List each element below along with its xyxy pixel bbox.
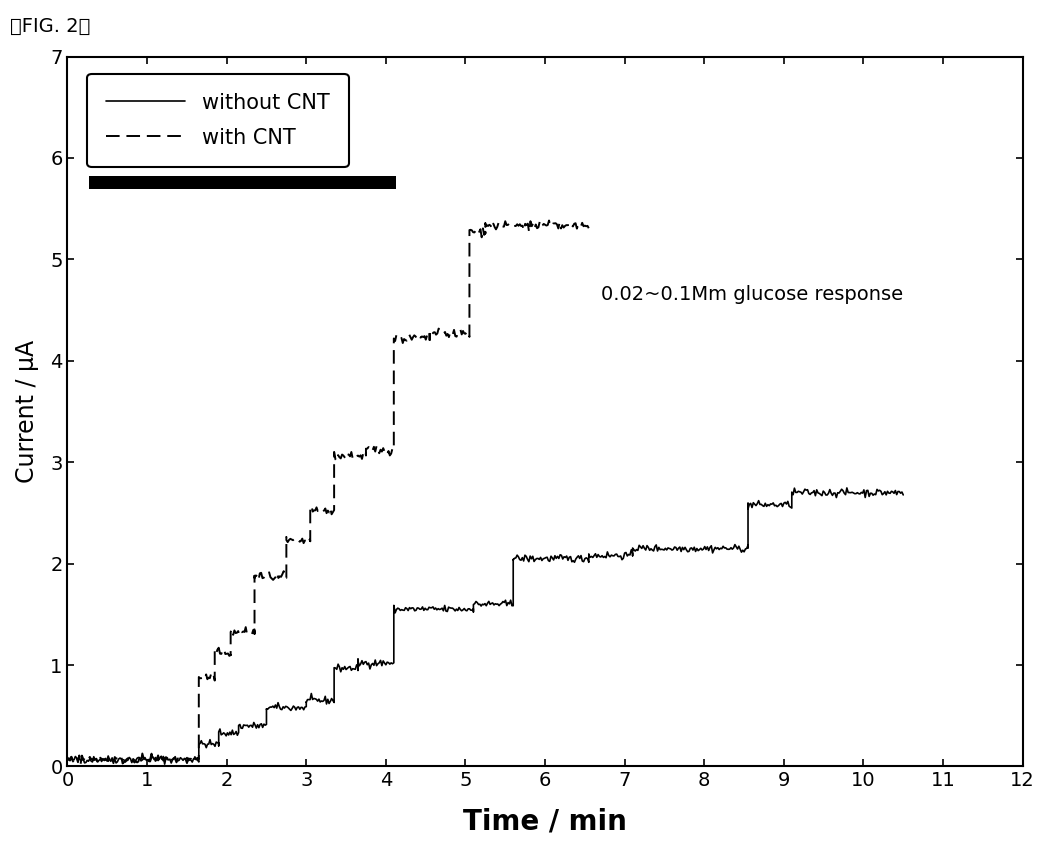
Y-axis label: Current / μA: Current / μA xyxy=(15,340,39,483)
without CNT xyxy=(159,759,171,769)
with CNT xyxy=(583,224,595,234)
without CNT xyxy=(590,552,603,563)
X-axis label: Time / min: Time / min xyxy=(463,807,627,835)
with CNT xyxy=(191,753,204,763)
with CNT xyxy=(295,536,308,546)
Text: 【FIG. 2】: 【FIG. 2】 xyxy=(10,17,91,36)
Line: with CNT: with CNT xyxy=(67,220,589,764)
FancyBboxPatch shape xyxy=(89,176,396,189)
with CNT xyxy=(479,226,491,236)
Line: without CNT: without CNT xyxy=(67,488,903,764)
with CNT xyxy=(198,673,211,683)
without CNT xyxy=(645,544,657,554)
without CNT xyxy=(572,551,585,561)
without CNT xyxy=(841,483,854,493)
without CNT xyxy=(225,729,237,740)
with CNT xyxy=(75,759,87,769)
with CNT xyxy=(147,755,160,765)
without CNT xyxy=(61,753,74,763)
with CNT xyxy=(543,215,555,225)
without CNT xyxy=(497,597,509,607)
without CNT xyxy=(897,490,909,500)
Text: 0.02~0.1Mm glucose response: 0.02~0.1Mm glucose response xyxy=(601,286,903,304)
with CNT xyxy=(459,329,471,339)
Legend: without CNT, with CNT: without CNT, with CNT xyxy=(87,74,349,167)
without CNT xyxy=(713,544,726,554)
with CNT xyxy=(61,752,74,762)
